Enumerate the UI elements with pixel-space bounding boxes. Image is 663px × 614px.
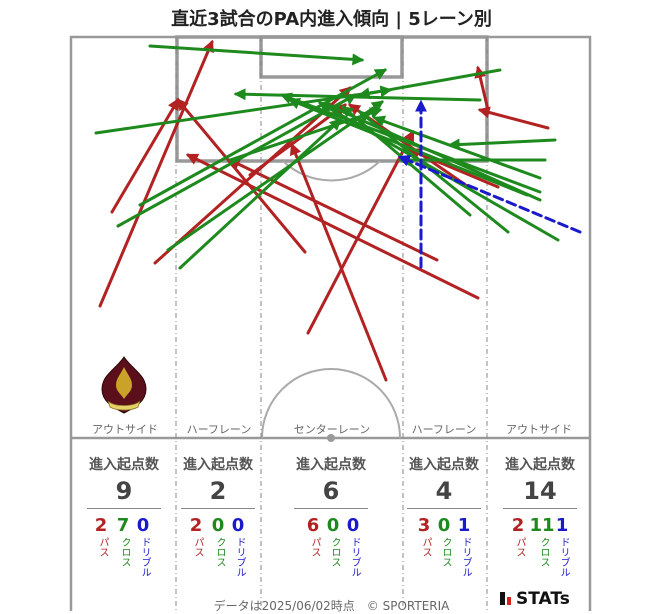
pass-arrow-4 — [227, 158, 439, 262]
pass-arrow-1 — [110, 97, 180, 214]
logo-text: STATs — [516, 589, 570, 609]
cross-arrow-16 — [166, 100, 384, 252]
centre-circle — [261, 368, 401, 439]
lane-4-total: 14 — [523, 477, 557, 505]
lane-4-cross: 11 クロス — [529, 515, 555, 568]
lane-label-right-halfspace: ハーフレーン — [411, 423, 477, 436]
lane-label-center: センターレーン — [293, 423, 371, 436]
lane-0-divider — [87, 508, 161, 509]
lane-3-pass: 3 パス — [417, 515, 431, 558]
lane-1-dribble: 0 ドリブル — [231, 515, 245, 578]
lane-2-dribble: 0 ドリブル — [346, 515, 360, 578]
chart-title: 直近3試合のPA内進入傾向 | 5レーン別 — [171, 9, 492, 30]
cross-arrow-27 — [357, 68, 502, 100]
lane-0-pass: 2 パス — [94, 515, 108, 558]
pass-arrow-12 — [407, 148, 500, 189]
lane-3-divider — [407, 508, 481, 509]
fleur-de-lis-crest-icon — [101, 356, 147, 414]
lane-2-stat-title: 進入起点数 — [296, 457, 366, 473]
lane-2-pass: 6 パス — [306, 515, 320, 558]
logo-accent-icon — [507, 597, 511, 605]
lane-4-stat-title: 進入起点数 — [505, 457, 575, 473]
lane-2-cross: 0 クロス — [326, 515, 340, 568]
lane-label-left-outside: アウトサイド — [92, 423, 158, 436]
lane-3-total: 4 — [435, 477, 453, 505]
pass-arrow-7 — [289, 142, 388, 382]
lane-0-stat-title: 進入起点数 — [89, 457, 159, 473]
lane-label-right-outside: アウトサイド — [506, 423, 572, 436]
cross-arrow-17 — [138, 68, 388, 207]
lane-1-stat-title: 進入起点数 — [183, 457, 253, 473]
lane-1-total: 2 — [209, 477, 227, 505]
lane-1-cross: 0 クロス — [211, 515, 225, 568]
lane-0-dribble: 0 ドリブル — [136, 515, 150, 578]
lane-4-pass: 2 パス — [511, 515, 525, 558]
lane-2-total: 6 — [322, 477, 340, 505]
arrow-layer — [94, 39, 582, 382]
centre-spot — [327, 434, 335, 442]
lane-4-dribble: 1 ドリブル — [555, 515, 569, 578]
lane-0-cross: 7 クロス — [116, 515, 130, 568]
pass-arrow-0 — [98, 39, 214, 308]
stats-logo: STATs — [500, 589, 570, 609]
pass-arrow-3 — [185, 153, 480, 300]
pass-arrow-6 — [306, 129, 415, 335]
dribble-arrow-31 — [397, 155, 582, 234]
lane-3-cross: 0 クロス — [437, 515, 451, 568]
cross-arrow-22 — [317, 101, 560, 242]
lane-1-pass: 2 パス — [189, 515, 203, 558]
lane-3-dribble: 1 ドリブル — [457, 515, 471, 578]
cross-arrow-24 — [327, 104, 542, 202]
lane-label-left-halfspace: ハーフレーン — [186, 423, 252, 436]
cross-arrow-29 — [287, 98, 529, 197]
pass-arrow-9 — [477, 106, 550, 130]
lane-0-total: 9 — [115, 477, 133, 505]
cross-arrow-18 — [178, 118, 342, 270]
lane-1-divider — [181, 508, 255, 509]
lane-3-stat-title: 進入起点数 — [409, 457, 479, 473]
lane-2-divider — [294, 508, 368, 509]
cross-arrow-20 — [447, 138, 557, 151]
cross-arrow-13 — [148, 44, 365, 66]
penalty-arc — [282, 160, 381, 182]
footer-credit: データは2025/06/02時点 © SPORTERIA — [213, 599, 450, 613]
pass-arrow-2 — [176, 98, 307, 254]
logo-mark-icon — [500, 592, 505, 605]
lane-4-divider — [503, 508, 577, 509]
cross-arrow-15 — [116, 93, 358, 228]
cross-arrow-28 — [233, 88, 482, 102]
cross-arrow-26 — [372, 115, 542, 180]
